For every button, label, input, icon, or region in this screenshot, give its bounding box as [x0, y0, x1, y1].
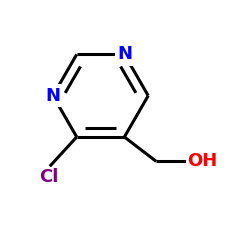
- Text: Cl: Cl: [39, 168, 58, 186]
- Text: N: N: [46, 87, 60, 105]
- Text: N: N: [117, 46, 132, 64]
- Text: OH: OH: [187, 152, 217, 170]
